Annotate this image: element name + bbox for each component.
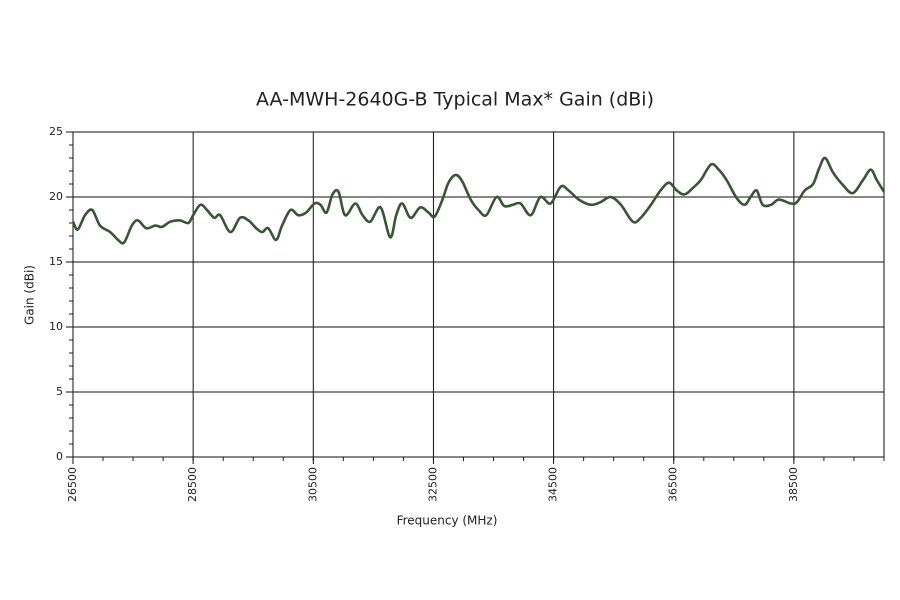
- data-line: [71, 156, 886, 245]
- y-tick-label: 0: [56, 450, 63, 463]
- y-tick-label: 5: [56, 385, 63, 398]
- x-tick-label: 30500: [306, 467, 319, 502]
- x-tick-label: 36500: [667, 467, 680, 502]
- y-tick-label: 25: [49, 125, 63, 138]
- x-tick-label: 38500: [787, 467, 800, 502]
- y-tick-label: 10: [49, 320, 63, 333]
- x-axis-title: Frequency (MHz): [397, 514, 498, 528]
- x-tick-label: 32500: [426, 467, 439, 502]
- plot-border: [72, 131, 885, 458]
- y-axis-title: Gain (dBi): [23, 265, 37, 325]
- y-tick-label: 15: [49, 255, 63, 268]
- x-tick-label: 26500: [66, 467, 79, 502]
- chart-title: AA-MWH-2640G-B Typical Max* Gain (dBi): [256, 89, 654, 111]
- x-tick-label: 28500: [186, 467, 199, 502]
- y-tick-label: 20: [49, 190, 63, 203]
- x-tick-label: 34500: [547, 467, 560, 502]
